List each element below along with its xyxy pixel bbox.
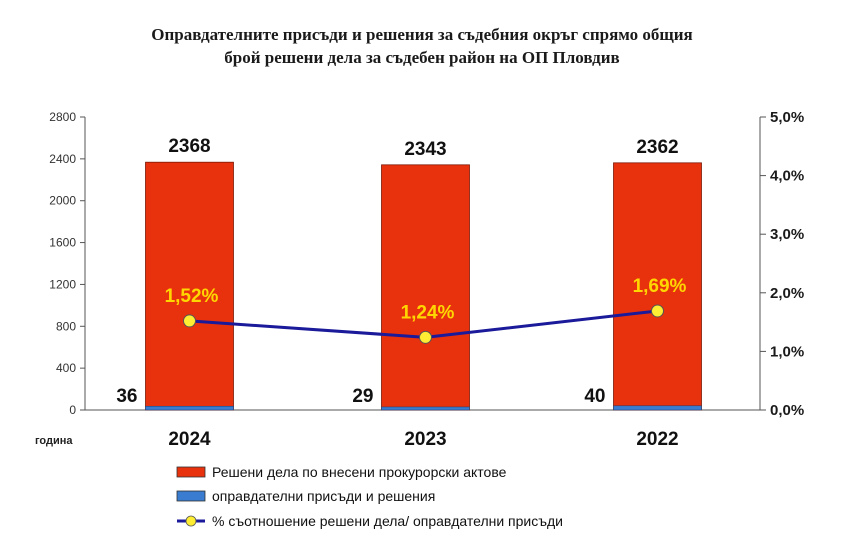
legend-marker-ratio (186, 516, 196, 526)
y-tick-label: 2800 (49, 110, 76, 124)
data-label-acquittals: 29 (352, 386, 373, 407)
data-label-resolved-cases: 2343 (404, 139, 446, 160)
legend-swatch-resolved-cases (177, 467, 205, 477)
x-axis-label: година (35, 435, 73, 447)
ratio-point (184, 315, 196, 327)
x-tick-label: 2022 (636, 429, 678, 450)
legend-label-acquittals: оправдателни присъди и решения (212, 488, 435, 504)
y2-tick-label: 0,0% (770, 402, 804, 419)
y2-tick-label: 2,0% (770, 285, 804, 302)
legend-label-resolved-cases: Решени дела по внесени прокурорски актов… (212, 464, 507, 480)
y-tick-label: 2400 (49, 152, 76, 166)
data-label-ratio: 1,69% (633, 276, 687, 297)
y2-tick-label: 3,0% (770, 226, 804, 243)
y-tick-label: 400 (56, 361, 76, 375)
data-label-ratio: 1,24% (401, 302, 455, 323)
y2-tick-label: 1,0% (770, 343, 804, 360)
data-label-acquittals: 36 (116, 386, 137, 407)
y-tick-label: 1600 (49, 236, 76, 250)
chart-title-line1: Оправдателните присъди и решения за съде… (151, 25, 692, 44)
y2-tick-label: 4,0% (770, 168, 804, 185)
data-label-resolved-cases: 2368 (168, 136, 210, 157)
y2-tick-label: 5,0% (770, 109, 804, 126)
bar-acquittals (382, 407, 470, 410)
y-tick-label: 1200 (49, 277, 76, 291)
bar-resolved-cases (382, 165, 470, 410)
legend: Решени дела по внесени прокурорски актов… (177, 464, 563, 529)
y-tick-label: 800 (56, 319, 76, 333)
x-tick-label: 2023 (404, 429, 446, 450)
bar-acquittals (146, 406, 234, 410)
ratio-point (652, 305, 664, 317)
legend-swatch-acquittals (177, 491, 205, 501)
y-tick-label: 2000 (49, 194, 76, 208)
plot-area: 0 400 800 1200 1600 2000 2400 2800 0,0% 1,0% 2,0% 3… (49, 109, 804, 450)
data-label-acquittals: 40 (584, 386, 605, 407)
y-tick-label: 0 (69, 403, 76, 417)
x-tick-label: 2024 (168, 429, 211, 450)
ratio-point (420, 331, 432, 343)
bar-acquittals (614, 406, 702, 410)
legend-label-ratio: % съотношение решени дела/ оправдателни … (212, 513, 563, 529)
data-label-ratio: 1,52% (165, 286, 219, 307)
chart-title-line2: брой решени дела за съдебен район на ОП … (224, 48, 619, 67)
data-label-resolved-cases: 2362 (636, 137, 678, 158)
